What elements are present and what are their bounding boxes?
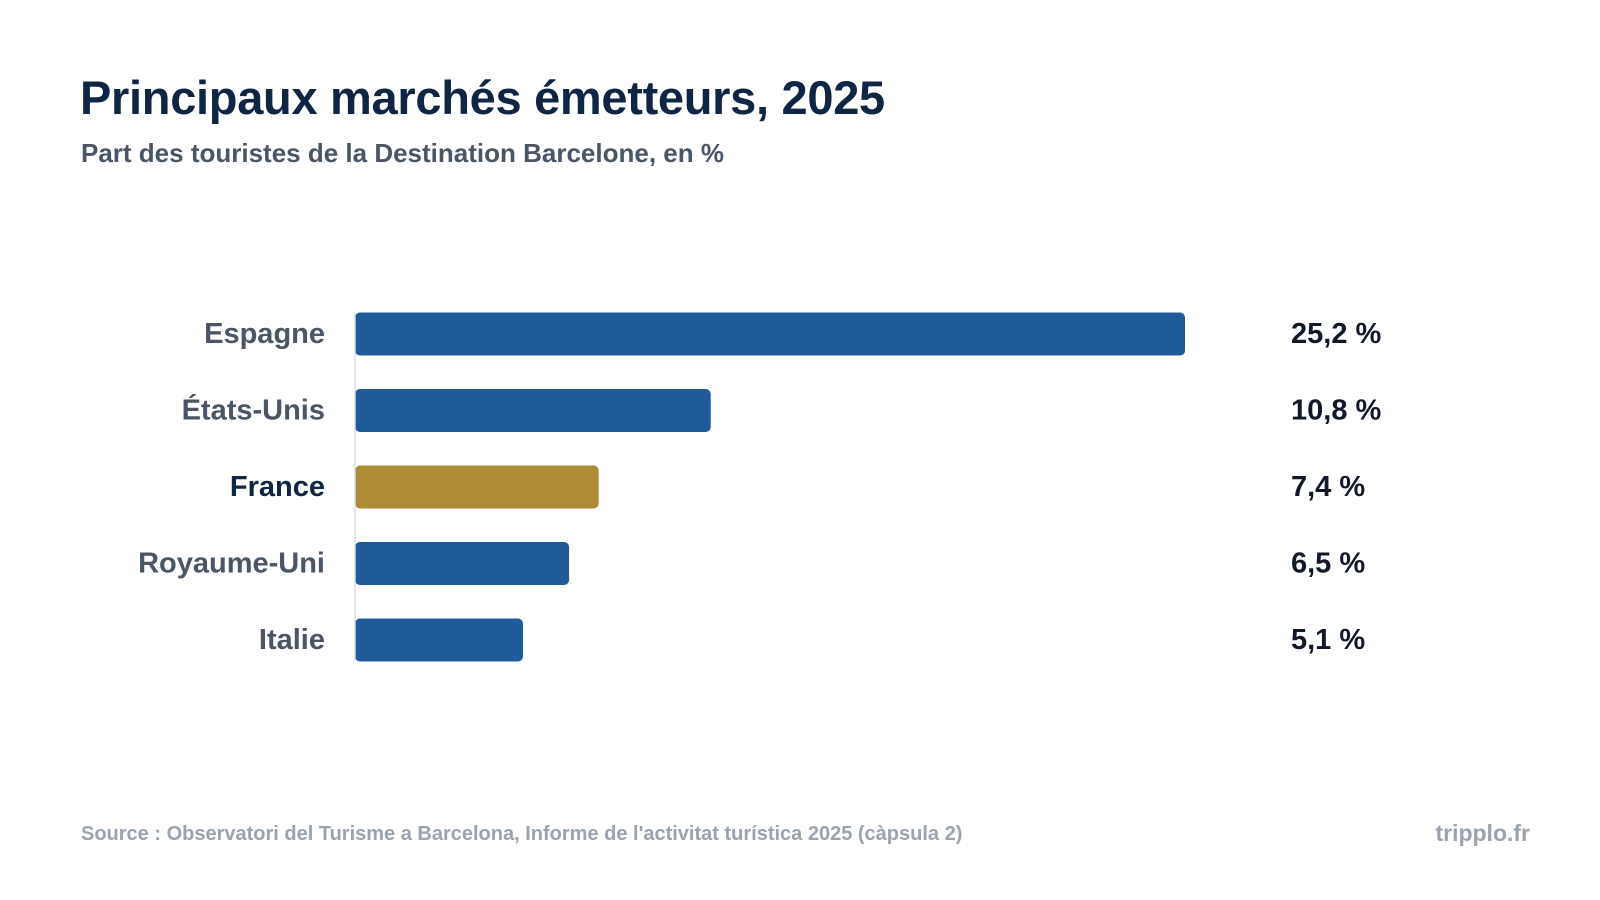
- value-label-etats-unis: 10,8 %: [1291, 395, 1381, 427]
- category-label-france: France: [230, 471, 325, 503]
- value-label-espagne: 25,2 %: [1291, 318, 1381, 350]
- bar-france: [355, 465, 599, 509]
- category-label-espagne: Espagne: [204, 318, 325, 350]
- category-label-etats-unis: États-Unis: [182, 393, 325, 427]
- source-note: Source : Observatori del Turisme a Barce…: [81, 823, 963, 845]
- chart-title: Principaux marchés émetteurs, 2025: [80, 71, 885, 124]
- value-label-italie: 5,1 %: [1291, 624, 1365, 656]
- value-label-royaume-uni: 6,5 %: [1291, 548, 1365, 580]
- bar-etats-unis: [355, 389, 711, 432]
- brand-link[interactable]: tripplo.fr: [1435, 820, 1530, 846]
- bar-royaume-uni: [355, 542, 570, 585]
- value-label-france: 7,4 %: [1291, 471, 1365, 503]
- bar-italie: [355, 618, 523, 662]
- chart-subtitle: Part des touristes de la Destination Bar…: [81, 138, 724, 168]
- bar-espagne: [355, 312, 1185, 356]
- category-label-royaume-uni: Royaume-Uni: [138, 548, 325, 580]
- category-label-italie: Italie: [259, 624, 325, 656]
